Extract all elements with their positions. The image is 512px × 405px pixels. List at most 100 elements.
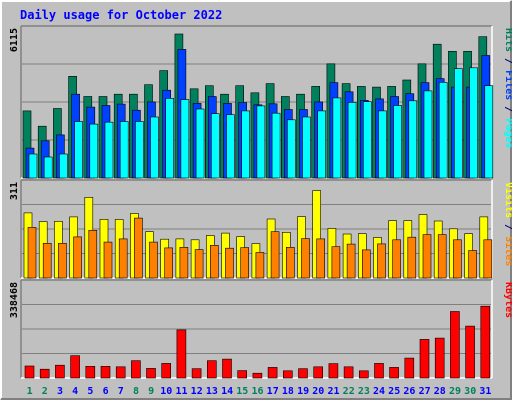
bar-kbytes-15	[237, 370, 247, 379]
x-tick-label: 16	[251, 386, 263, 397]
bar-pages-7	[119, 121, 129, 179]
bar-pages-16	[256, 105, 266, 179]
bar-pages-26	[408, 100, 418, 179]
x-tick-label: 31	[479, 386, 491, 397]
bar-kbytes-27	[419, 339, 430, 379]
bar-pages-3	[59, 153, 68, 179]
legend: KBytes	[503, 282, 512, 318]
bar-sites-8	[134, 217, 143, 279]
x-tick-label: 4	[72, 386, 78, 397]
bar-sites-28	[437, 234, 447, 279]
bar-kbytes-28	[434, 337, 445, 379]
bar-sites-14	[225, 247, 234, 279]
bar-sites-21	[331, 246, 341, 279]
bar-kbytes-1	[24, 365, 35, 379]
bar-kbytes-20	[313, 366, 324, 379]
bar-sites-30	[468, 250, 477, 279]
bar-kbytes-10	[161, 363, 171, 379]
bar-sites-11	[179, 247, 189, 279]
bar-pages-9	[150, 116, 159, 179]
bar-pages-1	[28, 153, 38, 179]
bar-pages-20	[317, 110, 327, 179]
x-tick-label: 26	[403, 386, 415, 397]
bar-pages-13	[211, 113, 220, 179]
legend-entry: Files	[503, 70, 512, 100]
legend: Visits / Sites	[503, 182, 512, 266]
x-tick-label: 6	[103, 386, 109, 397]
x-tick-label: 30	[464, 386, 476, 397]
bar-sites-20	[316, 238, 326, 279]
legend-entry: /	[503, 218, 512, 236]
bar-sites-6	[103, 241, 113, 279]
bar-sites-17	[270, 231, 280, 279]
bar-pages-10	[165, 98, 174, 179]
x-tick-label: 5	[87, 386, 93, 397]
bar-sites-7	[118, 238, 128, 279]
legend: Hits / Files / Pages	[503, 28, 512, 148]
x-tick-label: 3	[57, 386, 63, 397]
bar-sites-12	[194, 249, 204, 279]
x-tick-label: 1	[27, 386, 33, 397]
bar-kbytes-23	[358, 370, 369, 379]
bar-sites-19	[301, 238, 310, 279]
bar-sites-1	[27, 227, 37, 279]
series-pages	[28, 67, 494, 179]
bar-sites-18	[285, 247, 295, 279]
bar-kbytes-31	[480, 305, 491, 379]
bar-sites-16	[255, 252, 265, 279]
bar-pages-4	[74, 121, 83, 179]
bar-sites-25	[392, 239, 401, 279]
bar-kbytes-5	[85, 365, 96, 379]
bar-sites-3	[58, 243, 67, 279]
bar-kbytes-14	[222, 358, 232, 379]
x-tick-label: 27	[419, 386, 431, 397]
legend-entry: Sites	[503, 236, 512, 266]
bar-sites-15	[240, 247, 249, 279]
bar-sites-5	[88, 230, 98, 279]
x-tick-label: 9	[148, 386, 154, 397]
x-tick-label: 19	[297, 386, 309, 397]
x-tick-label: 18	[282, 386, 294, 397]
panel-hits-files-pages: 6115 Hits / Files / Pages	[9, 25, 512, 179]
x-tick-label: 7	[118, 386, 124, 397]
bar-sites-9	[149, 241, 158, 279]
x-tick-label: 25	[388, 386, 400, 397]
bar-sites-23	[361, 249, 371, 279]
bar-pages-5	[89, 123, 99, 179]
bar-pages-17	[271, 112, 281, 179]
legend-entry: Pages	[503, 118, 512, 148]
legend-entry: Visits	[503, 182, 512, 218]
bar-pages-22	[347, 102, 357, 179]
bar-kbytes-7	[115, 366, 126, 379]
x-tick-label: 10	[160, 386, 172, 397]
bar-pages-30	[469, 67, 478, 179]
bar-kbytes-9	[146, 368, 156, 379]
bar-sites-10	[164, 247, 173, 279]
bar-kbytes-13	[207, 360, 217, 379]
bar-pages-25	[393, 105, 402, 179]
bar-sites-24	[377, 243, 386, 279]
legend-entry: /	[503, 52, 512, 70]
bar-kbytes-22	[343, 366, 354, 379]
x-tick-label: 20	[312, 386, 324, 397]
bar-kbytes-25	[389, 367, 399, 379]
bar-kbytes-30	[465, 325, 475, 379]
x-axis-labels: 1 2 3 4 5 6 7 8 9 10 11 12 13 14 15 16 17 18 19 20 21 22 23 24 2…	[27, 386, 492, 397]
legend-entry: Hits	[503, 28, 512, 52]
bar-pages-19	[302, 116, 311, 179]
x-tick-label: 28	[434, 386, 446, 397]
panel-kbytes: 338468 KBytes	[9, 279, 512, 379]
x-tick-label: 24	[373, 386, 385, 397]
x-tick-label: 15	[236, 386, 248, 397]
x-tick-label: 22	[343, 386, 355, 397]
bar-pages-12	[195, 108, 205, 179]
bar-pages-27	[423, 90, 433, 179]
bar-kbytes-17	[267, 367, 278, 379]
bar-pages-28	[438, 82, 448, 179]
bar-sites-27	[422, 234, 432, 279]
x-tick-label: 14	[221, 386, 233, 397]
bar-kbytes-12	[191, 368, 202, 379]
